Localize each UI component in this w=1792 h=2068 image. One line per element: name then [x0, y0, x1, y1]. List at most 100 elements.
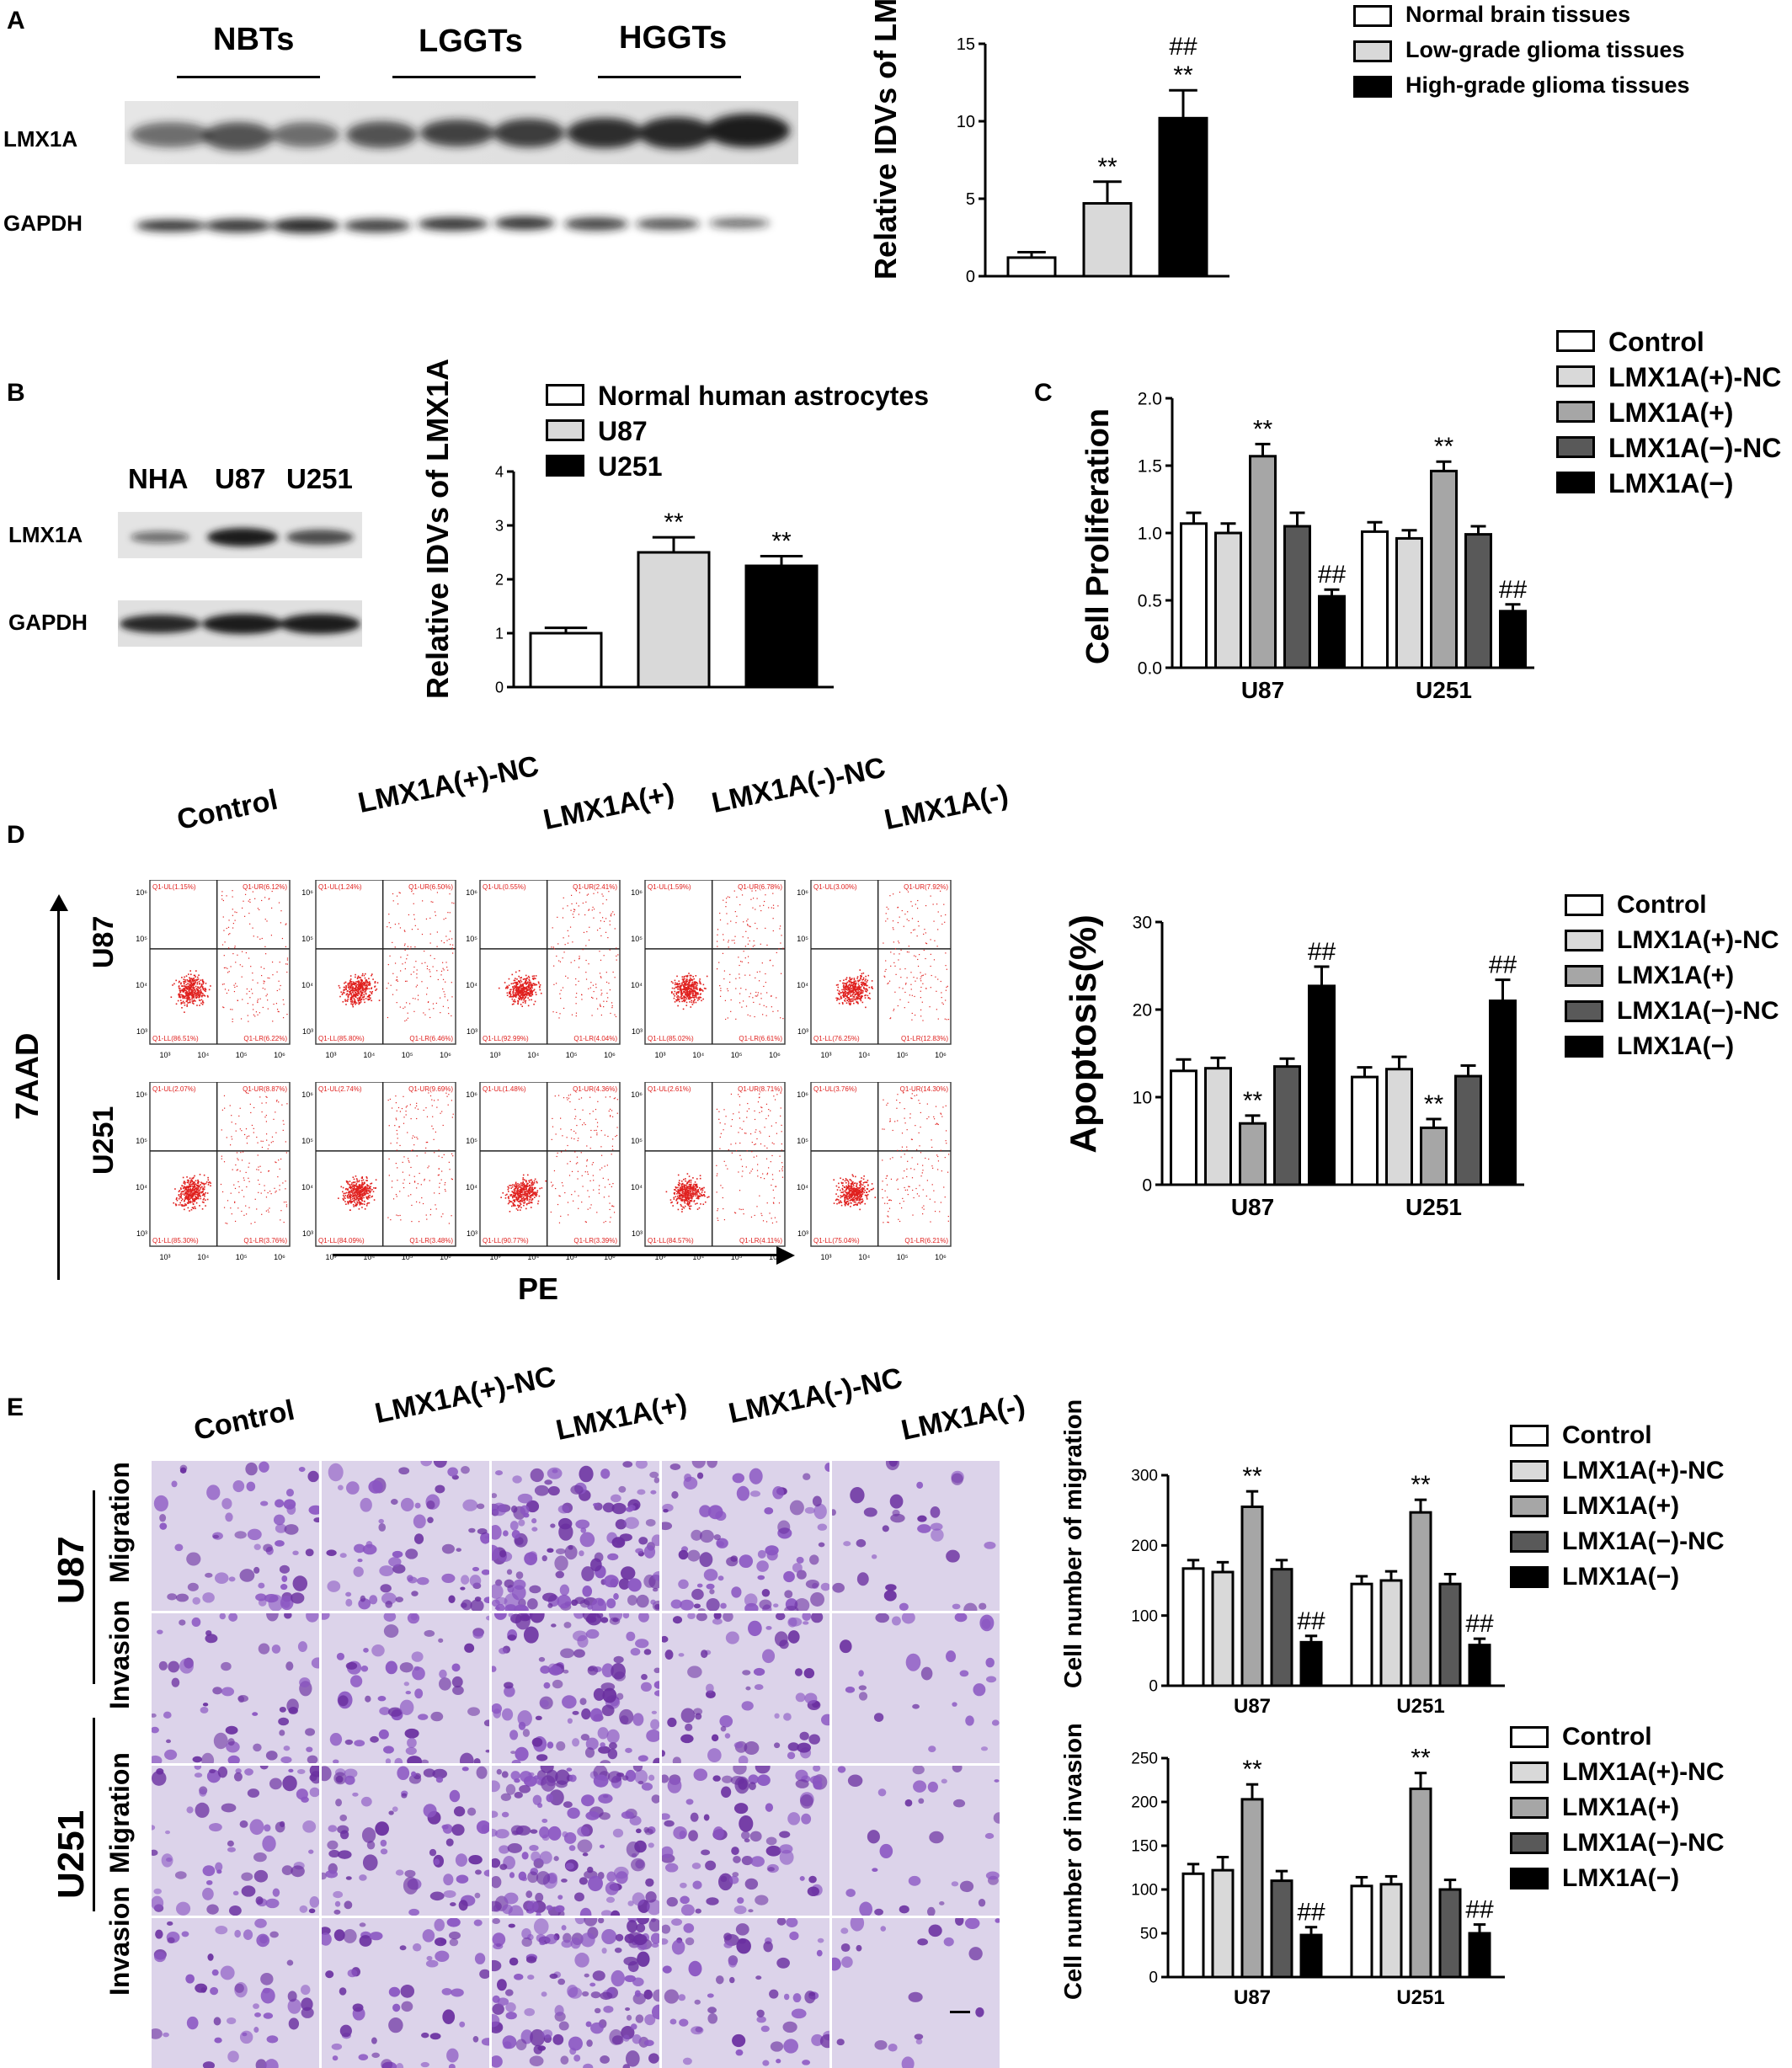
y-tick-label: 10⁶ — [301, 1090, 313, 1099]
significance-label: ** — [1411, 1471, 1431, 1499]
quadrant-percent: Q1-LL(84.09%) — [318, 1237, 365, 1245]
x-tick-label: 10⁶ — [935, 1253, 947, 1261]
plot-frame — [316, 1082, 456, 1246]
y-tick-label: 10⁶ — [136, 1090, 147, 1099]
quadrant-percent: Q1-LR(6.21%) — [904, 1237, 948, 1245]
significance-label: ** — [1411, 1745, 1431, 1772]
y-tick-label: 10⁵ — [301, 935, 313, 943]
significance-label: ## — [1297, 1899, 1325, 1927]
significance-label: ## — [1489, 951, 1517, 979]
x-tick-label: 10⁶ — [274, 1253, 285, 1261]
quadrant-percent: Q1-UL(1.48%) — [483, 1085, 526, 1093]
flow-row-label: U87 — [88, 916, 120, 968]
y-tick-label: 200 — [1131, 1538, 1158, 1555]
legend-swatch — [1556, 330, 1595, 352]
transwell-micrograph — [662, 1766, 829, 1916]
bar — [1301, 1935, 1321, 1977]
flow-y-axis-arrowhead — [50, 894, 68, 911]
quadrant-percent: Q1-LL(85.02%) — [648, 1035, 694, 1042]
bar — [1183, 1569, 1203, 1686]
y-tick-label: 10³ — [467, 1229, 477, 1238]
flow-scatter-plot: Q1-UL(3.00%)Q1-UR(7.92%)Q1-LL(76.25%)Q1-… — [796, 880, 956, 1073]
y-tick-label: 10³ — [136, 1027, 147, 1036]
transwell-micrograph — [662, 1461, 829, 1611]
bar — [531, 633, 601, 687]
legend-swatch — [1556, 436, 1595, 458]
y-tick-label: 20 — [1133, 1000, 1152, 1020]
quadrant-percent: Q1-LL(92.99%) — [483, 1035, 529, 1042]
quadrant-percent: Q1-LL(75.04%) — [813, 1237, 860, 1245]
transwell-micrograph — [492, 1461, 659, 1611]
y-tick-label: 0.5 — [1138, 591, 1162, 610]
y-tick-label: 250 — [1131, 1751, 1158, 1768]
y-tick-label: 50 — [1140, 1926, 1158, 1943]
y-tick-label: 4 — [495, 463, 504, 480]
x-tick-label: 10⁵ — [236, 1253, 248, 1261]
flow-y-axis-arrow — [57, 905, 60, 1280]
y-tick-label: 10³ — [302, 1229, 313, 1238]
bar — [1272, 1881, 1292, 1977]
x-tick-label: 10³ — [820, 1051, 831, 1059]
legend-swatch — [1510, 1832, 1549, 1854]
bar — [1387, 1069, 1412, 1185]
significance-label: ** — [1243, 1087, 1263, 1115]
x-tick-label: 10⁶ — [604, 1051, 616, 1059]
plot-frame — [811, 880, 951, 1044]
y-tick-label: 100 — [1131, 1882, 1158, 1900]
plot-frame — [480, 1082, 620, 1246]
y-tick-label: 10³ — [632, 1229, 643, 1238]
bar — [1320, 596, 1345, 668]
legend-swatch — [1510, 1868, 1549, 1889]
bar — [1411, 1788, 1431, 1977]
y-tick-label: 0.0 — [1138, 658, 1162, 678]
transwell-micrograph — [492, 1613, 659, 1763]
chart-a-ylabel: Relative IDVs of LMX1A — [869, 27, 903, 280]
bar — [1397, 538, 1422, 668]
blot-group-label: HGGTs — [619, 20, 727, 56]
quadrant-percent: Q1-LL(84.57%) — [648, 1237, 694, 1245]
transwell-micrograph — [832, 1766, 1000, 1916]
significance-label: ** — [1253, 415, 1273, 443]
x-tick-label: 10⁶ — [935, 1051, 947, 1059]
transwell-micrograph — [322, 1918, 489, 2068]
quadrant-percent: Q1-LL(86.51%) — [152, 1035, 199, 1042]
micrograph-column-label: LMX1A(-) — [899, 1389, 1028, 1447]
flow-scatter-plot: Q1-UL(1.59%)Q1-UR(6.78%)Q1-LL(85.02%)Q1-… — [630, 880, 790, 1073]
y-tick-label: 10⁶ — [466, 1090, 477, 1099]
y-tick-label: 0 — [1142, 1175, 1152, 1195]
bar — [1251, 456, 1276, 668]
legend-swatch — [1565, 1000, 1603, 1022]
bar — [1381, 1580, 1401, 1686]
bar — [1363, 531, 1388, 668]
y-tick-label: 30 — [1133, 913, 1152, 932]
y-tick-label: 200 — [1131, 1794, 1158, 1812]
y-tick-label: 0 — [1149, 1678, 1158, 1696]
x-tick-label: 10⁶ — [769, 1051, 781, 1059]
y-tick-label: 10⁶ — [631, 1090, 643, 1099]
x-tick-label: 10³ — [159, 1051, 170, 1059]
y-tick-label: 10⁴ — [466, 1183, 477, 1191]
significance-label: ## — [1318, 561, 1347, 589]
flow-x-axis-arrowhead — [776, 1246, 795, 1265]
plot-frame — [316, 880, 456, 1044]
significance-label: ## — [1499, 576, 1528, 604]
bar — [638, 552, 709, 687]
western-blot-image — [118, 512, 362, 647]
bar — [1440, 1889, 1460, 1977]
y-tick-label: 10 — [957, 113, 975, 131]
y-tick-label: 2.0 — [1138, 389, 1162, 408]
chart-e-inv-ylabel: Cell number of invasion — [1059, 1789, 1088, 2000]
quadrant-percent: Q1-UR(2.41%) — [573, 883, 617, 891]
y-tick-label: 0 — [966, 268, 975, 286]
x-tick-label: 10⁴ — [197, 1051, 209, 1059]
y-tick-label: 5 — [966, 190, 975, 209]
blot-row-label: GAPDH — [8, 610, 88, 636]
quadrant-percent: Q1-UR(6.50%) — [408, 883, 453, 891]
legend-swatch — [1565, 894, 1603, 916]
y-tick-label: 0 — [495, 679, 504, 696]
bar — [1469, 1933, 1490, 1977]
assay-label: Invasion — [104, 1886, 136, 1996]
assay-label: Migration — [104, 1752, 136, 1873]
